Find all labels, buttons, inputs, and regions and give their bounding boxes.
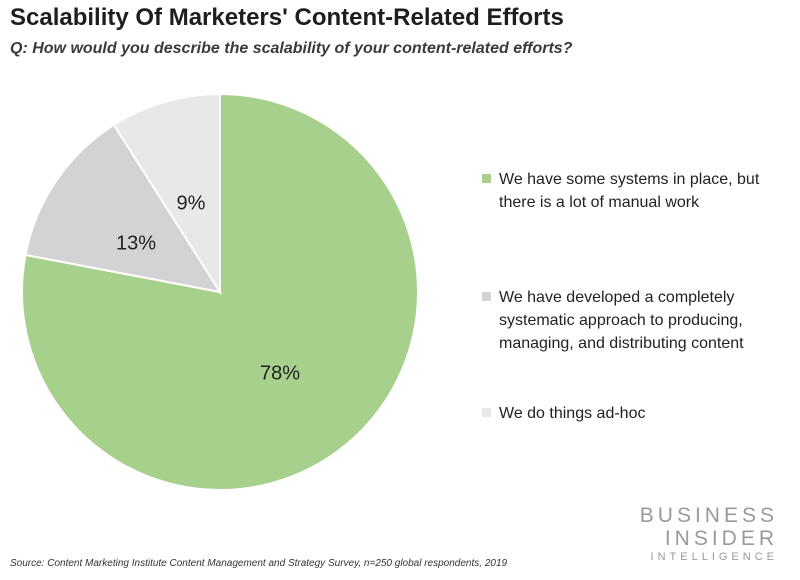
logo-line-business: BUSINESS (639, 504, 778, 527)
pie-chart: 78% 13% 9% (21, 92, 419, 491)
legend-label: We do things ad-hoc (499, 405, 646, 422)
pie-label-manual-work: 78% (260, 362, 300, 384)
source-note: Source: Content Marketing Institute Cont… (10, 558, 508, 569)
legend-label: We have some systems in place, but there… (499, 171, 760, 211)
legend-swatch (482, 408, 491, 417)
chart-subtitle: Q: How would you describe the scalabilit… (10, 40, 573, 57)
pie-slice-ad-hoc (112, 92, 221, 296)
chart-title: Scalability Of Marketers' Content-Relate… (10, 4, 564, 31)
legend-item-systematic: We have developed a completely systemati… (482, 286, 792, 355)
pie-label-ad-hoc: 9% (177, 192, 206, 214)
legend-label: We have developed a completely systemati… (499, 289, 744, 352)
legend-swatch (482, 174, 491, 183)
logo-line-insider: INSIDER (664, 527, 778, 550)
pie-label-systematic: 13% (116, 232, 156, 254)
pie-slice-systematic (24, 123, 223, 294)
legend-item-manual-work: We have some systems in place, but there… (482, 168, 792, 214)
pie-slice-manual-work (21, 92, 419, 491)
legend-item-ad-hoc: We do things ad-hoc (482, 402, 792, 425)
business-insider-intelligence-logo: BUSINESS INSIDER INTELLIGENCE (640, 504, 778, 564)
logo-line-intelligence: INTELLIGENCE (650, 551, 778, 563)
legend-swatch (482, 292, 491, 301)
